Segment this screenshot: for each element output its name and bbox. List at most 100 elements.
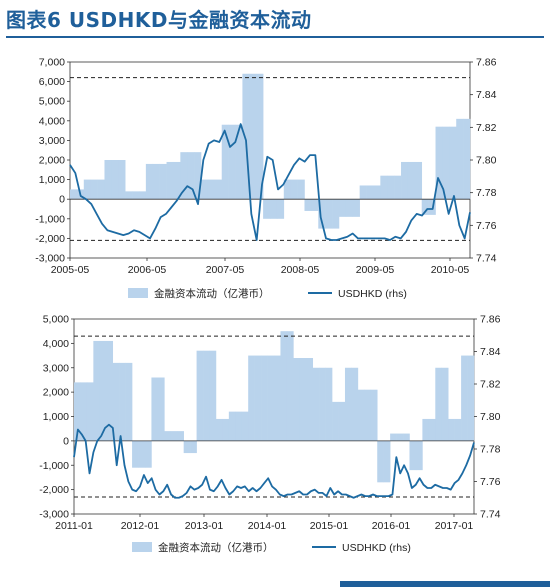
left-tick-label: 0 (63, 435, 69, 447)
capital-flow-bar (377, 440, 384, 483)
capital-flow-bar (221, 124, 229, 200)
right-tick-label: 7.78 (480, 444, 501, 456)
capital-flow-bar (170, 431, 178, 441)
capital-flow-bar (201, 179, 209, 200)
capital-flow-bar (241, 411, 249, 441)
capital-flow-bar (112, 362, 120, 441)
left-tick-label: 1,000 (39, 174, 65, 186)
capital-flow-bar (203, 350, 210, 441)
capital-flow-bar (415, 440, 423, 471)
capital-flow-bar (132, 440, 139, 468)
capital-flow-bar (228, 124, 236, 200)
capital-flow-bar (194, 152, 202, 200)
capital-flow-bar (190, 440, 197, 454)
left-tick-label: 5,000 (43, 314, 69, 326)
capital-flow-bar (467, 355, 475, 441)
capital-flow-bar (325, 367, 333, 441)
left-tick-label: 2,000 (39, 155, 65, 167)
capital-flow-bar (187, 152, 195, 200)
capital-flow-bar (359, 185, 367, 200)
capital-flow-bar (345, 199, 354, 217)
capital-flow-bar (311, 199, 319, 211)
capital-flow-bar (338, 199, 347, 217)
capital-flow-bar (396, 433, 404, 441)
right-tick-label: 7.84 (480, 346, 501, 358)
right-tick-label: 7.76 (480, 476, 501, 488)
title-underline (6, 36, 544, 38)
left-tick-label: -2,000 (39, 484, 69, 496)
capital-flow-bar (422, 418, 430, 441)
right-tick-label: 7.74 (476, 253, 497, 265)
x-tick-label: 2006-05 (128, 264, 167, 276)
capital-flow-bar (90, 179, 98, 200)
capital-flow-bar (207, 179, 216, 200)
capital-flow-bar (387, 175, 395, 200)
capital-flow-bar (106, 340, 114, 441)
capital-flow-bar (261, 355, 268, 441)
capital-flow-bar (164, 431, 172, 441)
right-tick-label: 7.74 (480, 509, 501, 521)
capital-flow-bar (111, 160, 119, 200)
capital-flow-bar (332, 199, 340, 229)
capital-flow-bar (461, 355, 468, 441)
x-tick-label: 2017-01 (435, 520, 474, 532)
capital-flow-bar (390, 433, 397, 441)
capital-flow-bar (286, 331, 294, 441)
legend-line-label: USDHKD (rhs) (338, 288, 407, 300)
capital-flow-bar (145, 163, 154, 200)
right-tick-label: 7.76 (476, 220, 497, 232)
capital-flow-bar (435, 126, 443, 200)
left-tick-label: -1,000 (35, 213, 65, 225)
usdhkd-line (69, 123, 471, 241)
capital-flow-bar (352, 199, 360, 217)
capital-flow-bar (421, 199, 429, 215)
capital-flow-bar (448, 418, 455, 441)
capital-flow-bar (86, 382, 94, 441)
x-tick-label: 2014-01 (248, 520, 287, 532)
capital-flow-bar (235, 124, 243, 200)
capital-flow-bar (157, 377, 165, 441)
capital-flow-bar (132, 191, 140, 200)
capital-flow-bar (74, 382, 81, 441)
right-tick-label: 7.82 (480, 379, 501, 391)
capital-flow-bar (357, 389, 365, 441)
capital-flow-bar (290, 179, 298, 200)
capital-flow-bar (222, 418, 230, 441)
capital-flow-bar (119, 362, 126, 441)
capital-flow-bar (283, 179, 291, 200)
capital-flow-bar (180, 152, 188, 200)
right-tick-label: 7.84 (476, 89, 497, 101)
capital-flow-bar (93, 340, 101, 441)
capital-flow-bar (263, 199, 271, 219)
left-tick-label: 3,000 (39, 135, 65, 147)
capital-flow-bar (104, 160, 112, 200)
legend-bar-label: 金融资本流动（亿港币） (154, 287, 270, 300)
capital-flow-bar (80, 382, 88, 441)
capital-flow-bar (454, 418, 462, 441)
capital-flow-bar (338, 401, 346, 441)
capital-flow-bar (414, 161, 423, 200)
capital-flow-bar (152, 163, 160, 200)
capital-flow-bar (177, 431, 184, 441)
capital-flow-bar (401, 161, 409, 200)
left-tick-label: 0 (59, 194, 65, 206)
capital-flow-bar (99, 340, 107, 441)
capital-flow-bar (407, 161, 416, 200)
capital-flow-bar (366, 185, 374, 200)
left-tick-label: 7,000 (39, 57, 65, 69)
capital-flow-bar (319, 367, 326, 441)
x-tick-label: 2012-01 (121, 520, 160, 532)
left-tick-label: 6,000 (39, 76, 65, 88)
capital-flow-bar (248, 355, 255, 441)
left-tick-label: 4,000 (39, 115, 65, 127)
capital-flow-bar (256, 73, 264, 200)
capital-flow-bar (151, 377, 159, 441)
capital-flow-bar (276, 199, 285, 219)
left-tick-label: 2,000 (43, 387, 69, 399)
x-tick-label: 2010-05 (431, 264, 470, 276)
chart-panel-1 (67, 61, 473, 298)
capital-flow-bar (166, 161, 174, 200)
capital-flow-bar (209, 350, 217, 441)
capital-flow-bar (215, 418, 223, 441)
capital-flow-bar (456, 118, 464, 200)
